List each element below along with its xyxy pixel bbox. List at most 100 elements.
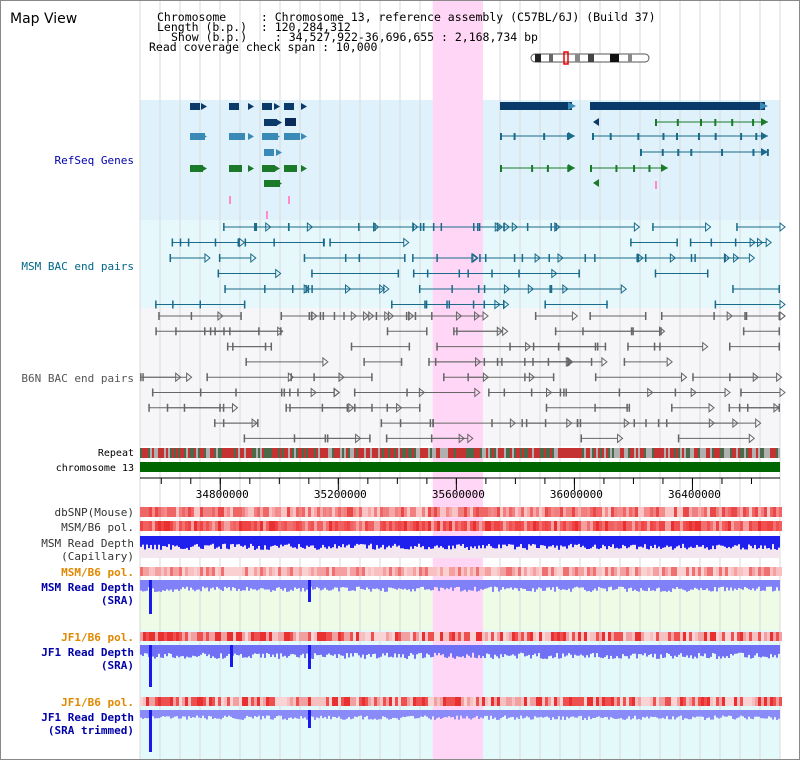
msm-bac-end-pair[interactable] <box>479 254 481 262</box>
b6n-bac-end-pair[interactable] <box>155 327 157 336</box>
refseq-exon[interactable] <box>761 148 768 156</box>
msm-bac-end-pair[interactable] <box>243 300 246 309</box>
b6n-bac-end-pair[interactable] <box>532 342 535 351</box>
refseq-exon[interactable] <box>592 133 594 140</box>
b6n-bac-end-pair[interactable] <box>552 373 555 382</box>
refseq-exon[interactable] <box>590 165 592 172</box>
refseq-exon[interactable] <box>640 149 642 156</box>
refseq-exon[interactable] <box>677 149 680 156</box>
refseq-exon[interactable] <box>700 119 703 126</box>
b6n-bac-end-pair[interactable] <box>348 402 355 413</box>
b6n-bac-end-pair[interactable] <box>222 403 225 412</box>
b6n-bac-end-pair[interactable] <box>580 434 583 443</box>
msm-bac-end-pair[interactable] <box>548 254 550 262</box>
msm-bac-end-pair[interactable] <box>204 252 211 264</box>
b6n-bac-end-pair[interactable] <box>346 403 349 412</box>
b6n-bac-end-pair[interactable] <box>434 357 437 366</box>
b6n-bac-end-pair[interactable] <box>596 342 599 351</box>
refseq-exon[interactable] <box>731 119 734 126</box>
b6n-bac-end-pair[interactable] <box>579 419 582 428</box>
refseq-exon[interactable] <box>568 132 575 140</box>
msm-bac-end-pair[interactable] <box>503 283 511 295</box>
b6n-bac-end-pair[interactable] <box>199 388 202 397</box>
msm-bac-end-pair[interactable] <box>705 221 712 233</box>
b6n-bac-end-pair[interactable] <box>408 342 411 351</box>
b6n-bac-end-pair[interactable] <box>456 327 458 336</box>
msm-bac-end-pair[interactable] <box>322 238 325 247</box>
refseq-exon[interactable] <box>201 133 207 140</box>
refseq-exon[interactable] <box>593 179 599 187</box>
msm-bac-end-pair[interactable] <box>172 300 174 309</box>
msm-bac-end-pair[interactable] <box>311 285 313 293</box>
b6n-bac-end-pair[interactable] <box>623 418 631 429</box>
msm-bac-end-pair[interactable] <box>250 252 257 264</box>
refseq-exon[interactable] <box>262 133 278 140</box>
refseq-exon[interactable] <box>615 165 618 172</box>
b6n-bac-end-pair[interactable] <box>406 388 408 397</box>
b6n-bac-end-pair[interactable] <box>385 434 388 443</box>
b6n-bac-end-pair[interactable] <box>419 403 421 412</box>
b6n-bac-end-pair[interactable] <box>251 418 258 429</box>
refseq-exon[interactable] <box>284 133 300 140</box>
b6n-bac-end-pair[interactable] <box>713 312 715 320</box>
refseq-exon[interactable] <box>276 149 282 156</box>
refseq-exon[interactable] <box>566 133 569 140</box>
refseq-exon[interactable] <box>690 149 693 156</box>
b6n-bac-end-pair[interactable] <box>644 312 647 320</box>
msm-bac-end-pair[interactable] <box>169 254 172 262</box>
b6n-bac-end-pair[interactable] <box>671 403 673 412</box>
refseq-exon[interactable] <box>301 133 307 140</box>
refseq-exon[interactable] <box>655 119 657 126</box>
b6n-bac-end-pair[interactable] <box>746 403 749 412</box>
msm-bac-end-pair[interactable] <box>412 269 415 278</box>
b6n-bac-end-pair[interactable] <box>525 419 528 428</box>
b6n-bac-end-pair[interactable] <box>369 434 371 443</box>
msm-bac-end-pair[interactable] <box>503 300 505 309</box>
b6n-bac-end-pair[interactable] <box>206 373 208 382</box>
b6n-bac-end-pair[interactable] <box>778 312 781 320</box>
b6n-bac-end-pair[interactable] <box>308 312 311 320</box>
msm-bac-end-pair[interactable] <box>397 269 400 278</box>
msm-bac-end-pair[interactable] <box>238 237 246 248</box>
b6n-bac-end-pair[interactable] <box>483 357 486 366</box>
msm-bac-end-pair[interactable] <box>418 285 421 293</box>
msm-bac-end-pair[interactable] <box>534 252 541 264</box>
msm-bac-end-pair[interactable] <box>155 300 157 309</box>
b6n-bac-end-pair[interactable] <box>399 419 402 428</box>
refseq-exon[interactable] <box>661 149 664 156</box>
b6n-bac-end-pair[interactable] <box>690 387 697 398</box>
msm-bac-end-pair[interactable] <box>264 285 266 293</box>
refseq-exon[interactable] <box>500 133 502 140</box>
msm-bac-end-pair[interactable] <box>706 269 709 278</box>
b6n-bac-end-pair[interactable] <box>285 403 287 412</box>
b6n-bac-end-pair[interactable] <box>708 402 715 413</box>
b6n-bac-end-pair[interactable] <box>601 356 608 367</box>
msm-bac-end-pair[interactable] <box>275 268 282 279</box>
b6n-bac-end-pair[interactable] <box>431 312 433 320</box>
msm-bac-end-pair[interactable] <box>436 254 438 262</box>
b6n-bac-end-pair[interactable] <box>313 373 315 382</box>
b6n-bac-end-pair[interactable] <box>524 357 526 366</box>
refseq-exon[interactable] <box>648 165 651 172</box>
b6n-bac-end-pair[interactable] <box>436 342 438 351</box>
b6n-bac-end-pair[interactable] <box>474 387 481 398</box>
b6n-bac-end-pair[interactable] <box>293 434 296 443</box>
b6n-bac-end-pair[interactable] <box>386 327 389 336</box>
refseq-exon[interactable] <box>264 180 280 187</box>
b6n-bac-end-pair[interactable] <box>594 373 597 382</box>
refseq-exon[interactable] <box>229 165 242 172</box>
msm-bac-end-pair[interactable] <box>544 300 546 309</box>
refseq-exon[interactable] <box>721 149 724 156</box>
b6n-bac-end-pair[interactable] <box>245 357 247 366</box>
b6n-bac-end-pair[interactable] <box>557 342 560 351</box>
b6n-bac-end-pair[interactable] <box>488 388 490 397</box>
b6n-bac-end-pair[interactable] <box>571 310 579 322</box>
msm-bac-end-pairs-label[interactable]: MSM BAC end pairs <box>21 260 134 273</box>
b6n-bac-end-pair[interactable] <box>458 433 465 444</box>
b6n-bac-end-pair[interactable] <box>677 434 680 443</box>
b6n-bac-end-pair[interactable] <box>229 327 231 336</box>
msm-bac-end-pair[interactable] <box>518 269 520 278</box>
b6n-bac-end-pair[interactable] <box>567 357 570 366</box>
refseq-exon[interactable] <box>284 103 294 110</box>
refseq-exon[interactable] <box>752 119 755 126</box>
